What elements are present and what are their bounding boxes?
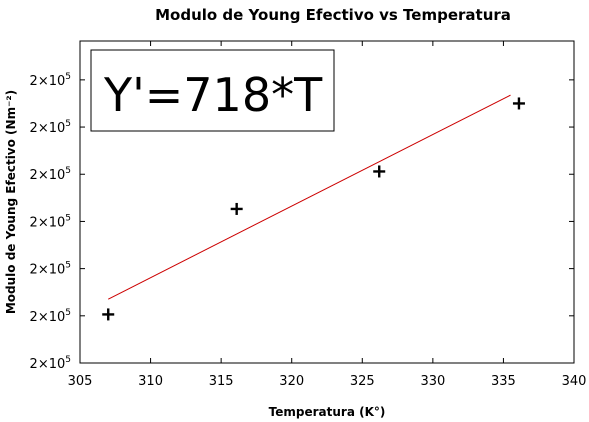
x-tick-label: 310: [138, 374, 163, 389]
data-points: [102, 97, 525, 321]
x-tick-label: 305: [68, 374, 93, 389]
plot-area: [79, 40, 575, 364]
data-point: [373, 165, 386, 178]
y-tick-label: 2×105: [30, 355, 71, 372]
y-axis-ticks: 2×105 2×105 2×105 2×105 2×105 2×105 2×105: [30, 72, 574, 372]
x-tick-label: 320: [279, 374, 304, 389]
y-tick-label: 2×105: [30, 213, 71, 230]
y-tick-label: 2×105: [30, 119, 71, 136]
data-point: [512, 97, 525, 110]
data-point: [230, 202, 243, 215]
fit-line: [108, 94, 511, 300]
x-axis-label: Temperatura (K°): [269, 405, 386, 419]
x-tick-label: 315: [209, 374, 234, 389]
x-tick-label: 335: [491, 374, 516, 389]
data-point: [102, 308, 115, 321]
x-axis-ticks: 305 310 315 320 325 330 335 340: [68, 41, 587, 389]
x-tick-label: 325: [350, 374, 375, 389]
y-tick-label: 2×105: [30, 261, 71, 278]
y-axis-label: Modulo de Young Efectivo (Nm⁻²): [4, 90, 18, 314]
y-tick-label: 2×105: [30, 72, 71, 89]
x-tick-label: 330: [420, 374, 445, 389]
chart-title: Modulo de Young Efectivo vs Temperatura: [155, 6, 511, 24]
equation-box: Y'=718*T: [90, 49, 335, 132]
x-tick-label: 340: [562, 374, 587, 389]
y-tick-label: 2×105: [30, 166, 71, 183]
equation-text: Y'=718*T: [103, 68, 323, 122]
y-tick-label: 2×105: [30, 308, 71, 325]
